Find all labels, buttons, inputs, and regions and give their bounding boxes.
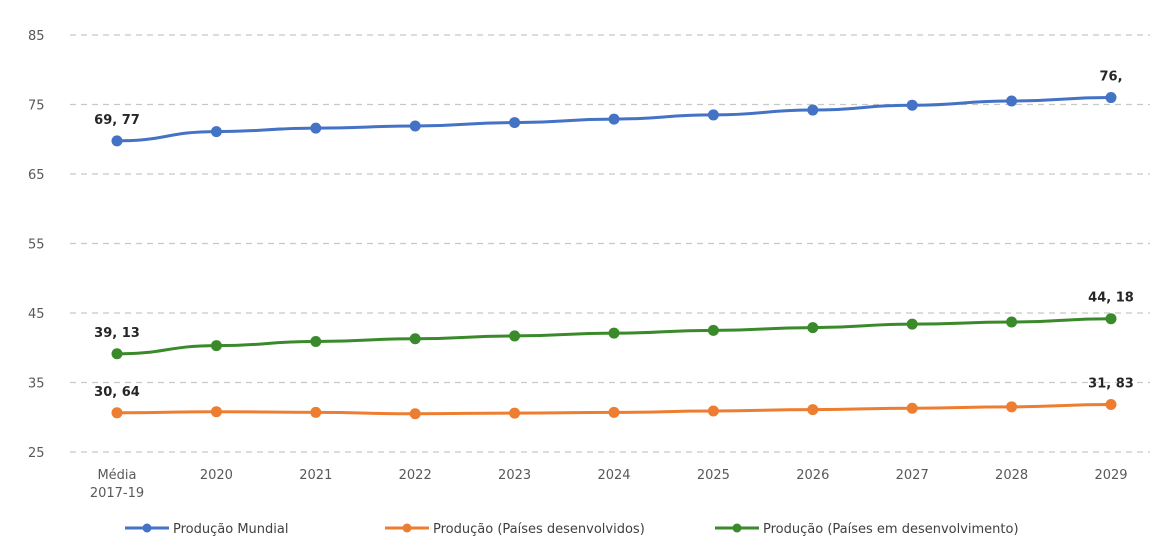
data-point [310, 122, 322, 134]
x-tick-label: 2024 [597, 468, 630, 483]
y-tick-label-55: 55 [28, 238, 45, 253]
data-point [210, 406, 222, 418]
data-point [509, 117, 521, 129]
y-tick-label-45: 45 [28, 307, 45, 322]
gridlines [70, 34, 1150, 453]
data-label: 39, 13 [94, 326, 140, 341]
data-point [1006, 95, 1018, 107]
data-point [608, 113, 620, 125]
data-point [1105, 399, 1117, 411]
legend-item-2: Produção (Países em desenvolvimento) [715, 522, 1019, 537]
data-label: 44, 18 [1088, 291, 1134, 306]
data-label: 76, [1099, 70, 1122, 85]
y-tick-label-65: 65 [28, 168, 45, 183]
legend-swatch-marker [142, 523, 152, 533]
data-point [707, 324, 719, 336]
x-tick-label: 2025 [697, 468, 730, 483]
data-labels: 69, 77 76, 30, 64 31, 83 39, 13 44, 18 [94, 70, 1134, 400]
data-point [906, 99, 918, 111]
data-label: 69, 77 [94, 113, 140, 128]
data-point [111, 407, 123, 419]
data-point [310, 406, 322, 418]
data-point [707, 405, 719, 417]
legend-swatch-marker [732, 523, 742, 533]
data-point [807, 104, 819, 116]
data-point [807, 322, 819, 334]
data-point [111, 348, 123, 360]
y-tick-label-85: 85 [28, 29, 45, 44]
data-point [409, 408, 421, 420]
x-tick-label: Média 2017-19 [90, 468, 144, 501]
data-point [1105, 313, 1117, 325]
data-point [1006, 316, 1018, 328]
data-point [111, 135, 123, 147]
y-tick-label-25: 25 [28, 446, 45, 461]
data-point [409, 120, 421, 132]
data-label: 30, 64 [94, 385, 140, 400]
data-point [608, 406, 620, 418]
data-point [210, 340, 222, 352]
data-point [310, 335, 322, 347]
legend-label: Produção (Países desenvolvidos) [433, 522, 645, 537]
legend-swatch-marker [402, 523, 412, 533]
x-tick-label: 2027 [896, 468, 929, 483]
y-axis-ticks: 25 35 45 55 65 75 85 [28, 29, 45, 461]
x-tick-label: 2021 [299, 468, 332, 483]
data-point [509, 330, 521, 342]
y-tick-label-75: 75 [28, 99, 45, 114]
legend-item-1: Produção (Países desenvolvidos) [385, 522, 645, 537]
data-point [509, 407, 521, 419]
legend-label: Produção Mundial [173, 522, 288, 537]
data-label: 31, 83 [1088, 377, 1134, 392]
data-point [707, 109, 719, 121]
legend: Produção Mundial Produção (Países desenvo… [125, 522, 1019, 537]
x-tick-label: 2022 [399, 468, 432, 483]
data-point [409, 333, 421, 345]
x-tick-label: 2023 [498, 468, 531, 483]
data-point [1006, 401, 1018, 413]
x-tick-label: 2029 [1094, 468, 1127, 483]
data-point [608, 327, 620, 339]
y-tick-label-35: 35 [28, 377, 45, 392]
data-point [906, 402, 918, 414]
x-tick-label: 2026 [796, 468, 829, 483]
data-point [210, 126, 222, 138]
legend-item-0: Produção Mundial [125, 522, 288, 537]
x-axis-ticks: Média 2017-19 2020 2021 2022 2023 2024 2025 2026… [90, 468, 1128, 501]
legend-label: Produção (Países em desenvolvimento) [763, 522, 1019, 537]
data-point [906, 318, 918, 330]
series-lines [111, 92, 1117, 420]
x-tick-label: 2020 [200, 468, 233, 483]
data-point [1105, 92, 1117, 104]
x-tick-label: 2028 [995, 468, 1028, 483]
data-point [807, 404, 819, 416]
